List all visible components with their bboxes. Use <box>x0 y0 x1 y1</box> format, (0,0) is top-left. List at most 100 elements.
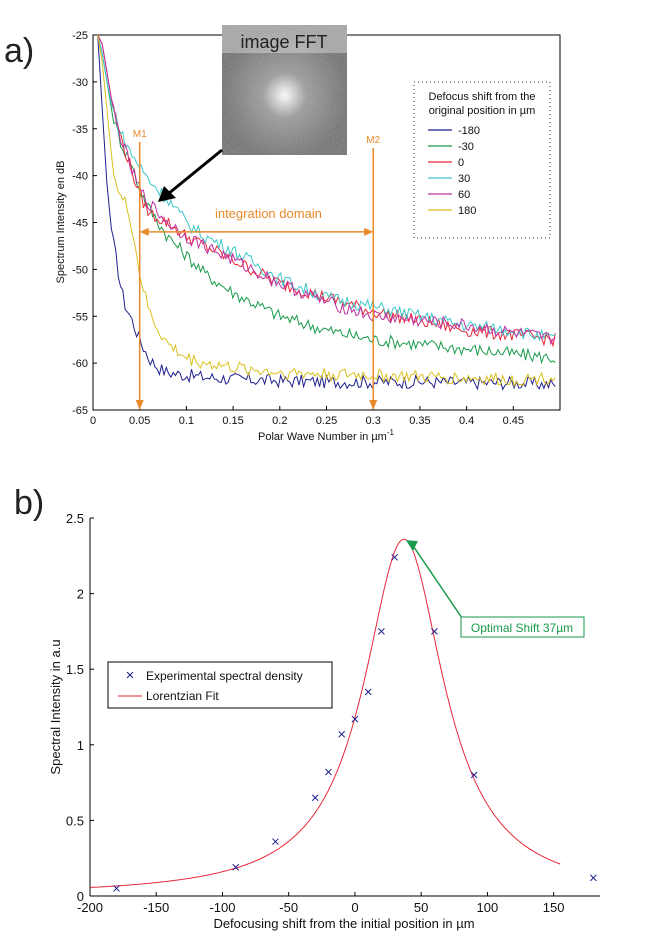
legend-label-lorentzian: Lorentzian Fit <box>146 689 219 703</box>
chart-a: -65 -60 -55 -50 -45 -40 -35 -30 -25 0 0.05 0.1 0.15… <box>55 25 561 443</box>
fft-inset: image FFT <box>222 25 347 155</box>
panel-b-label: b) <box>14 484 44 522</box>
chart-a-legend-title-2: original position in µm <box>429 105 536 117</box>
experimental-point <box>311 794 319 802</box>
fft-pointer-arrowhead <box>158 186 176 202</box>
chart-a-xtick-label: 0.2 <box>272 415 287 427</box>
chart-b-legend-box <box>107 661 333 709</box>
chart-b-ytick-label: 1.5 <box>66 662 84 677</box>
legend-label-experimental: Experimental spectral density <box>146 669 303 683</box>
optimal-shift-arrow <box>411 543 463 619</box>
experimental-point <box>364 688 372 696</box>
legend-label-180: 180 <box>458 205 476 217</box>
chart-a-annotations: M1 M2 integration domain <box>133 129 381 410</box>
chart-a-legend-items: -180 -30 0 30 60 180 <box>428 125 480 217</box>
chart-b-xtick-label: -200 <box>77 900 103 915</box>
legend-label-60: 60 <box>458 189 470 201</box>
chart-a-xtick-label: 0.3 <box>366 415 381 427</box>
chart-b-xlabel: Defocusing shift from the initial positi… <box>213 916 474 931</box>
chart-a-legend-box <box>413 81 551 239</box>
experimental-point <box>590 874 597 882</box>
chart-b-xtick-label: 150 <box>543 900 565 915</box>
panel-a-label: a) <box>4 32 34 70</box>
experimental-point <box>391 553 399 561</box>
experimental-point <box>325 768 332 776</box>
m1-label: M1 <box>133 129 147 140</box>
chart-b-series <box>89 538 597 892</box>
legend-label--30: -30 <box>458 141 474 153</box>
chart-b: 0 0.5 1 1.5 2 2.5 -200 -150 -100 -50 0 50 100 150 Op… <box>48 511 600 931</box>
experimental-point <box>338 730 346 738</box>
series-line-30 <box>97 34 556 343</box>
chart-a-x-ticks: 0 0.05 0.1 0.15 0.2 0.25 0.3 0.35 0.4 0.45 <box>90 406 524 427</box>
fft-pointer-arrow <box>167 148 223 196</box>
chart-b-xtick-label: -150 <box>143 900 169 915</box>
lorentzian-fit-line <box>89 538 561 888</box>
chart-a-xtick-label: 0.15 <box>222 415 243 427</box>
series-line-180 <box>97 34 556 388</box>
series-line--30 <box>97 34 556 365</box>
experimental-point <box>431 628 438 635</box>
legend-label-30: 30 <box>458 173 470 185</box>
experimental-point <box>351 715 359 723</box>
experimental-point <box>113 885 120 892</box>
chart-b-y-ticks: 0 0.5 1 1.5 2 2.5 <box>66 511 94 904</box>
chart-a-ytick-label: -65 <box>72 405 88 417</box>
chart-a-xlabel-text: Polar Wave Number in µm <box>258 431 387 443</box>
series-line--180 <box>97 34 556 391</box>
legend-marker-experimental <box>126 671 134 679</box>
fft-inset-image <box>222 25 347 155</box>
chart-a-xtick-label: 0.45 <box>503 415 524 427</box>
chart-a-ytick-label: -55 <box>72 311 88 323</box>
chart-b-legend-items: Experimental spectral density Lorentzian … <box>118 669 303 703</box>
chart-a-ytick-label: -60 <box>72 358 88 370</box>
series-line-60 <box>97 34 556 346</box>
chart-b-xtick-label: 50 <box>414 900 428 915</box>
chart-a-xtick-label: 0 <box>90 415 96 427</box>
chart-b-ytick-label: 0.5 <box>66 813 84 828</box>
chart-a-xtick-label: 0.25 <box>316 415 337 427</box>
chart-b-ytick-label: 0 <box>77 889 84 904</box>
chart-a-xtick-label: 0.05 <box>129 415 150 427</box>
chart-a-ytick-label: -35 <box>72 124 88 136</box>
integration-domain-left-arrow <box>139 227 149 236</box>
m2-arrowhead <box>369 400 378 410</box>
m1-arrowhead <box>135 400 144 410</box>
chart-a-y-ticks: -65 -60 -55 -50 -45 -40 -35 -30 -25 <box>72 30 97 417</box>
chart-a-xlabel: Polar Wave Number in µm-1 <box>258 428 394 443</box>
legend-label-0: 0 <box>458 157 464 169</box>
experimental-point <box>378 628 385 635</box>
chart-a-legend: Defocus shift from the original position… <box>413 81 551 239</box>
chart-a-ytick-label: -40 <box>72 171 88 183</box>
chart-b-xtick-label: 0 <box>351 900 358 915</box>
chart-a-ytick-label: -50 <box>72 264 88 276</box>
chart-b-xtick-label: 100 <box>477 900 499 915</box>
chart-b-ytick-label: 2 <box>77 587 84 602</box>
chart-b-legend: Experimental spectral density Lorentzian … <box>107 661 333 709</box>
chart-a-legend-title-1: Defocus shift from the <box>429 91 536 103</box>
chart-a-xtick-label: 0.1 <box>179 415 194 427</box>
integration-domain-right-arrow <box>364 227 374 236</box>
chart-b-xtick-label: -50 <box>279 900 298 915</box>
chart-b-x-ticks: -200 -150 -100 -50 0 50 100 150 <box>77 892 565 915</box>
chart-a-xtick-label: 0.4 <box>459 415 474 427</box>
chart-b-ytick-label: 1 <box>77 738 84 753</box>
optimal-shift-arrowhead <box>405 540 418 552</box>
chart-a-xtick-label: 0.35 <box>409 415 430 427</box>
chart-b-ytick-label: 2.5 <box>66 511 84 526</box>
fft-inset-label: image FFT <box>240 32 327 52</box>
chart-a-ytick-label: -30 <box>72 77 88 89</box>
optimal-shift-label: Optimal Shift 37µm <box>471 621 573 635</box>
chart-b-ylabel: Spectral Intensity in a.u <box>48 639 63 774</box>
m2-label: M2 <box>366 135 380 146</box>
optimal-shift-box <box>460 616 585 638</box>
experimental-point <box>272 838 279 845</box>
chart-a-ylabel: Spectrum Intensity en dB <box>55 161 67 284</box>
chart-a-series <box>97 34 556 391</box>
chart-b-xtick-label: -100 <box>209 900 235 915</box>
integration-domain-label: integration domain <box>215 206 322 221</box>
experimental-point <box>470 771 478 779</box>
chart-a-ytick-label: -25 <box>72 30 88 42</box>
chart-a-ytick-label: -45 <box>72 218 88 230</box>
